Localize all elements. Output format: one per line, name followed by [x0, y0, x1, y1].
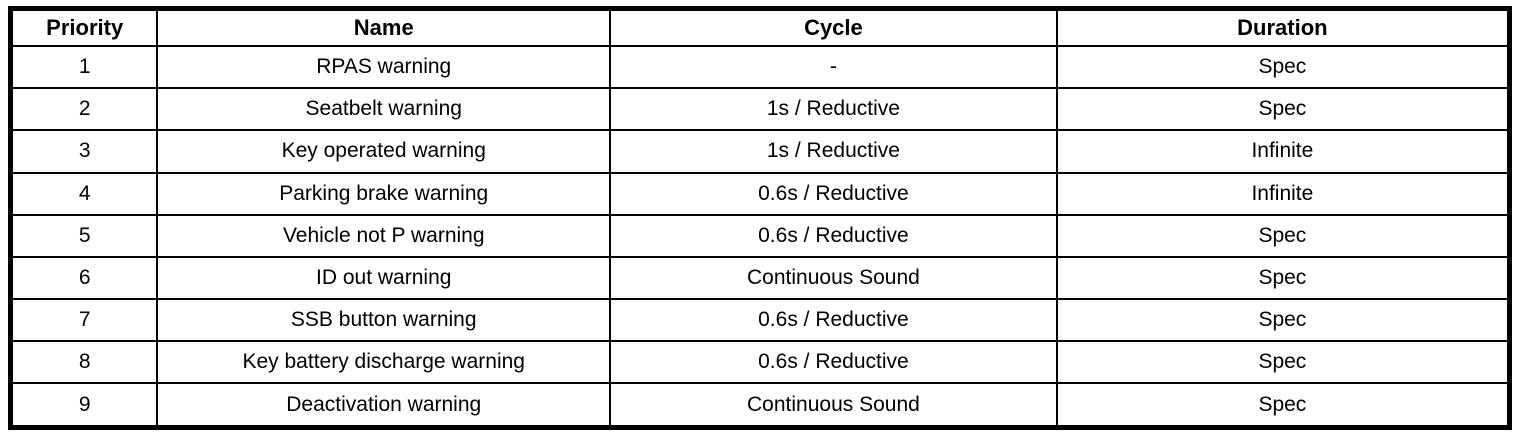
table-cell-duration: Spec	[1055, 382, 1511, 429]
table-cell-priority: 5	[9, 213, 159, 258]
table-cell-cycle: Continuous Sound	[609, 255, 1058, 301]
table-row: 4 Parking brake warning 0.6s / Reductive In…	[9, 171, 1511, 216]
header-cell-cycle: Cycle	[609, 7, 1058, 47]
table-cell-cycle: 0.6s / Reductive	[609, 213, 1058, 258]
table-cell-name: Parking brake warning	[156, 171, 612, 216]
table-cell-cycle: 1s / Reductive	[609, 87, 1058, 132]
table-cell-priority: 2	[9, 87, 159, 132]
table-cell-name: RPAS warning	[156, 44, 612, 90]
table-cell-cycle: 0.6s / Reductive	[609, 171, 1058, 216]
table-cell-priority: 8	[9, 340, 159, 385]
table-cell-priority: 6	[9, 255, 159, 301]
table-cell-duration: Spec	[1055, 340, 1511, 385]
header-cell-name: Name	[156, 7, 612, 47]
table-row: 9 Deactivation warning Continuous Sound Spe…	[9, 382, 1511, 429]
table-row: 6 ID out warning Continuous Sound Spec	[9, 255, 1511, 301]
table-cell-priority: 7	[9, 298, 159, 343]
table-cell-name: Vehicle not P warning	[156, 213, 612, 258]
table-cell-cycle: 0.6s / Reductive	[609, 298, 1058, 343]
table-cell-duration: Infinite	[1055, 171, 1511, 216]
table-cell-priority: 9	[9, 382, 159, 429]
table-header-row: Priority Name Cycle Duration	[9, 7, 1511, 47]
table-cell-name: Key battery discharge warning	[156, 340, 612, 385]
table-cell-duration: Spec	[1055, 87, 1511, 132]
table-cell-cycle: -	[609, 44, 1058, 90]
table-cell-duration: Spec	[1055, 213, 1511, 258]
table-cell-cycle: 1s / Reductive	[609, 129, 1058, 174]
header-cell-duration: Duration	[1055, 7, 1511, 47]
table-cell-duration: Spec	[1055, 44, 1511, 90]
table-row: 7 SSB button warning 0.6s / Reductive Spec	[9, 298, 1511, 343]
table-cell-duration: Spec	[1055, 298, 1511, 343]
table-cell-priority: 3	[9, 129, 159, 174]
warning-priority-table: Priority Name Cycle Duration 1 RPAS warning -…	[8, 6, 1512, 430]
header-cell-priority: Priority	[9, 7, 159, 47]
table-cell-cycle: 0.6s / Reductive	[609, 340, 1058, 385]
table-cell-name: Key operated warning	[156, 129, 612, 174]
table-cell-name: ID out warning	[156, 255, 612, 301]
table-row: 3 Key operated warning 1s / Reductive Infin…	[9, 129, 1511, 174]
table-cell-name: SSB button warning	[156, 298, 612, 343]
table-cell-duration: Infinite	[1055, 129, 1511, 174]
table-row: 5 Vehicle not P warning 0.6s / Reductive Sp…	[9, 213, 1511, 258]
table-row: 2 Seatbelt warning 1s / Reductive Spec	[9, 87, 1511, 132]
table-row: 1 RPAS warning - Spec	[9, 44, 1511, 90]
table-cell-cycle: Continuous Sound	[609, 382, 1058, 429]
table-row: 8 Key battery discharge warning 0.6s / Red…	[9, 340, 1511, 385]
table-cell-name: Seatbelt warning	[156, 87, 612, 132]
table-cell-name: Deactivation warning	[156, 382, 612, 429]
table-cell-priority: 4	[9, 171, 159, 216]
table-cell-priority: 1	[9, 44, 159, 90]
table-cell-duration: Spec	[1055, 255, 1511, 301]
